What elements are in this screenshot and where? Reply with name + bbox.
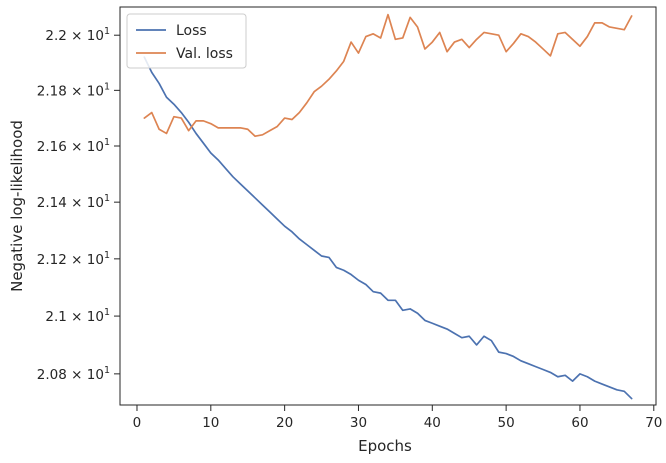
legend-label-loss: Loss xyxy=(176,23,207,39)
y-tick-times: × xyxy=(67,139,87,155)
y-tick-times: × xyxy=(67,83,87,99)
series-line-val-loss xyxy=(143,13,633,138)
y-tick-mantissa: 2.16 xyxy=(37,139,67,155)
y-tick-times: × xyxy=(67,252,87,268)
legend: Loss Val. loss xyxy=(126,13,247,69)
series-layer xyxy=(143,13,633,400)
y-tick-times: × xyxy=(67,367,87,383)
y-tick-exponent: 1 xyxy=(104,193,110,204)
y-tick-base: 10 xyxy=(87,252,104,268)
series-line-loss xyxy=(143,56,633,400)
y-tick-base: 10 xyxy=(87,367,104,383)
y-tick-base: 10 xyxy=(87,28,104,44)
y-tick-exponent: 1 xyxy=(104,307,110,318)
y-tick-base: 10 xyxy=(87,309,104,325)
y-tick-base: 10 xyxy=(87,83,104,99)
x-tick-label: 60 xyxy=(571,415,588,431)
y-tick-label: 2.16 × 101 xyxy=(37,137,110,155)
y-tick-times: × xyxy=(67,28,87,44)
y-tick-exponent: 1 xyxy=(104,250,110,261)
y-tick-mantissa: 2.08 xyxy=(37,367,67,383)
y-tick-times: × xyxy=(67,309,87,325)
y-tick-times: × xyxy=(67,195,87,211)
legend-label-val-loss: Val. loss xyxy=(176,46,233,62)
y-tick-base: 10 xyxy=(87,195,104,211)
y-tick-label: 2.14 × 101 xyxy=(37,193,110,211)
y-tick-exponent: 1 xyxy=(104,81,110,92)
plot-background xyxy=(120,7,656,405)
y-tick-label: 2.2 × 101 xyxy=(45,26,110,44)
y-tick-label: 2.12 × 101 xyxy=(37,250,110,268)
x-tick-label: 30 xyxy=(350,415,367,431)
y-axis-label: Negative log-likelihood xyxy=(8,120,26,292)
y-tick-label: 2.18 × 101 xyxy=(37,81,110,99)
x-axis: 0 10 20 30 40 50 60 70 xyxy=(133,405,662,431)
x-axis-label: Epochs xyxy=(358,437,412,455)
y-tick-exponent: 1 xyxy=(104,137,110,148)
legend-box xyxy=(126,13,247,69)
y-tick-label: 2.1 × 101 xyxy=(45,307,110,325)
x-tick-label: 40 xyxy=(424,415,441,431)
x-tick-label: 20 xyxy=(276,415,293,431)
x-tick-label: 0 xyxy=(133,415,142,431)
x-tick-label: 70 xyxy=(645,415,662,431)
y-tick-mantissa: 2.2 xyxy=(45,28,66,44)
y-tick-mantissa: 2.1 xyxy=(45,309,66,325)
y-tick-mantissa: 2.18 xyxy=(37,83,67,99)
x-tick-label: 50 xyxy=(498,415,515,431)
y-tick-exponent: 1 xyxy=(104,365,110,376)
y-tick-mantissa: 2.12 xyxy=(37,252,67,268)
y-tick-exponent: 1 xyxy=(104,26,110,37)
x-tick-label: 10 xyxy=(202,415,219,431)
y-tick-mantissa: 2.14 xyxy=(37,195,67,211)
y-tick-label: 2.08 × 101 xyxy=(37,365,110,383)
plot-frame xyxy=(119,6,657,406)
y-tick-base: 10 xyxy=(87,139,104,155)
